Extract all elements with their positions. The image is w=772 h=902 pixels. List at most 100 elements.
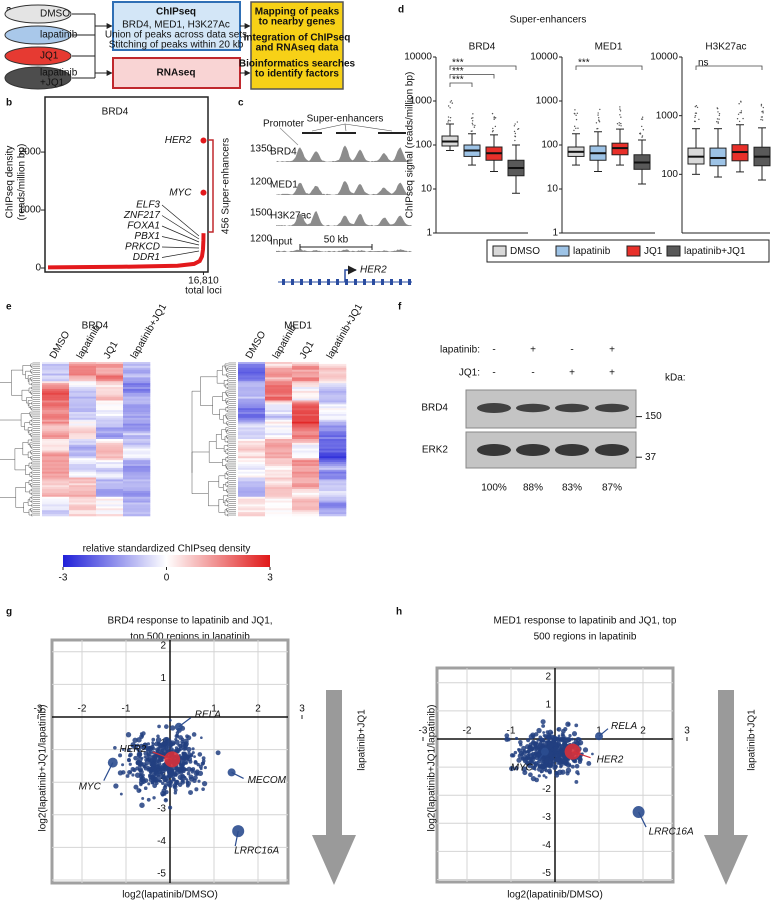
heat-cell bbox=[319, 402, 347, 405]
treatment-sign: + bbox=[530, 345, 536, 356]
heat-cell bbox=[123, 485, 151, 488]
heat-cell bbox=[265, 456, 293, 459]
heat-cell bbox=[238, 454, 266, 457]
heat-cell bbox=[292, 487, 320, 490]
gene-label: DDR1 bbox=[133, 252, 160, 263]
region-dot bbox=[164, 798, 168, 802]
heat-cell bbox=[238, 471, 266, 474]
heat-cell bbox=[292, 462, 320, 465]
heat-cell bbox=[123, 421, 151, 424]
heat-cell bbox=[238, 417, 266, 421]
heat-cell bbox=[42, 487, 70, 490]
heat-cell bbox=[96, 462, 124, 465]
arrow-label: lapatinib+JQ1 bbox=[357, 709, 368, 771]
heat-cell bbox=[238, 439, 266, 442]
outlier-dot bbox=[695, 105, 698, 107]
heat-cell bbox=[69, 477, 97, 480]
outlier-dot bbox=[573, 125, 576, 128]
region-dot bbox=[164, 790, 169, 795]
heat-cell bbox=[265, 429, 293, 432]
gene-label: ZNF217 bbox=[123, 210, 161, 221]
heat-cell bbox=[265, 454, 293, 457]
x-axis-label: log2(lapatinib/DMSO) bbox=[122, 890, 218, 901]
leader bbox=[103, 762, 114, 781]
region-dot bbox=[175, 731, 180, 735]
region-dot bbox=[152, 762, 157, 767]
heat-cell bbox=[69, 431, 97, 434]
heat-cell bbox=[265, 462, 293, 465]
heat-cell bbox=[238, 446, 266, 449]
outlier-dot bbox=[740, 112, 742, 114]
heat-cell bbox=[265, 458, 293, 461]
heat-cell bbox=[69, 467, 97, 471]
gene-label: HER2 bbox=[360, 265, 387, 276]
region-dot bbox=[125, 732, 132, 738]
region-dot bbox=[553, 743, 558, 748]
heat-cell bbox=[319, 450, 347, 453]
heat-cell bbox=[238, 490, 266, 494]
heat-cell bbox=[292, 469, 320, 473]
heat-cell bbox=[96, 419, 124, 422]
heat-cell bbox=[42, 392, 70, 396]
y-tick-label: -3 bbox=[542, 812, 551, 823]
kda-value: 150 bbox=[645, 411, 662, 422]
heat-cell bbox=[42, 464, 70, 467]
outlier-dot bbox=[514, 139, 516, 142]
heat-cell bbox=[42, 417, 70, 421]
track-name: Input bbox=[270, 237, 292, 248]
heat-cell bbox=[96, 456, 124, 459]
treatment-label: lapatinib: bbox=[440, 345, 480, 356]
heat-cell bbox=[265, 446, 293, 449]
heat-cell bbox=[319, 492, 347, 496]
heat-cell bbox=[42, 458, 70, 461]
heat-cell bbox=[123, 427, 151, 430]
heat-cell bbox=[42, 506, 70, 509]
region-dot bbox=[552, 735, 556, 739]
heat-cell bbox=[42, 400, 70, 403]
heat-cell bbox=[96, 500, 124, 503]
tss-arrow bbox=[344, 265, 357, 282]
heat-cell bbox=[319, 435, 347, 438]
region-dot bbox=[551, 740, 555, 743]
heat-cell bbox=[292, 387, 320, 390]
region-dot bbox=[164, 724, 169, 729]
heat-cell bbox=[238, 371, 266, 374]
heat-cell bbox=[123, 400, 151, 403]
region-dot bbox=[137, 763, 142, 768]
heat-cell bbox=[265, 387, 293, 390]
region-dot bbox=[540, 756, 545, 761]
region-dot bbox=[186, 771, 191, 776]
heat-cell bbox=[238, 440, 266, 444]
exon bbox=[345, 279, 348, 285]
heat-cell bbox=[319, 514, 347, 517]
heat-cell bbox=[123, 396, 151, 399]
region-dot bbox=[522, 750, 528, 756]
heat-cell bbox=[69, 402, 97, 405]
condition-label: DMSO bbox=[40, 9, 70, 20]
heat-cell bbox=[42, 496, 70, 499]
heat-cell bbox=[69, 400, 97, 403]
y-axis-label: ChIPseq signal (reads/million bp) bbox=[405, 72, 416, 219]
heat-cell bbox=[96, 371, 124, 374]
y-tick-label: 1 bbox=[160, 673, 166, 684]
heat-cell bbox=[319, 442, 347, 446]
colorbar-tick-label: 3 bbox=[267, 573, 273, 584]
arrow-label: lapatinib+JQ1 bbox=[747, 709, 758, 771]
heat-cell bbox=[69, 419, 97, 422]
heat-cell bbox=[292, 506, 320, 509]
heat-cell bbox=[42, 473, 70, 476]
heat-cell bbox=[69, 435, 97, 438]
heat-cell bbox=[96, 494, 124, 498]
outlier-dot bbox=[474, 124, 476, 127]
heat-cell bbox=[319, 410, 347, 413]
band-label: ERK2 bbox=[422, 445, 449, 456]
heat-cell bbox=[292, 458, 320, 461]
heat-cell bbox=[42, 471, 70, 474]
heat-cell bbox=[292, 492, 320, 496]
region-dot bbox=[150, 780, 155, 785]
legend-swatch bbox=[492, 245, 507, 257]
condition-ellipse bbox=[4, 25, 72, 45]
heat-cell bbox=[42, 379, 70, 382]
heat-cell bbox=[123, 381, 151, 384]
outlier-dot bbox=[619, 110, 622, 112]
